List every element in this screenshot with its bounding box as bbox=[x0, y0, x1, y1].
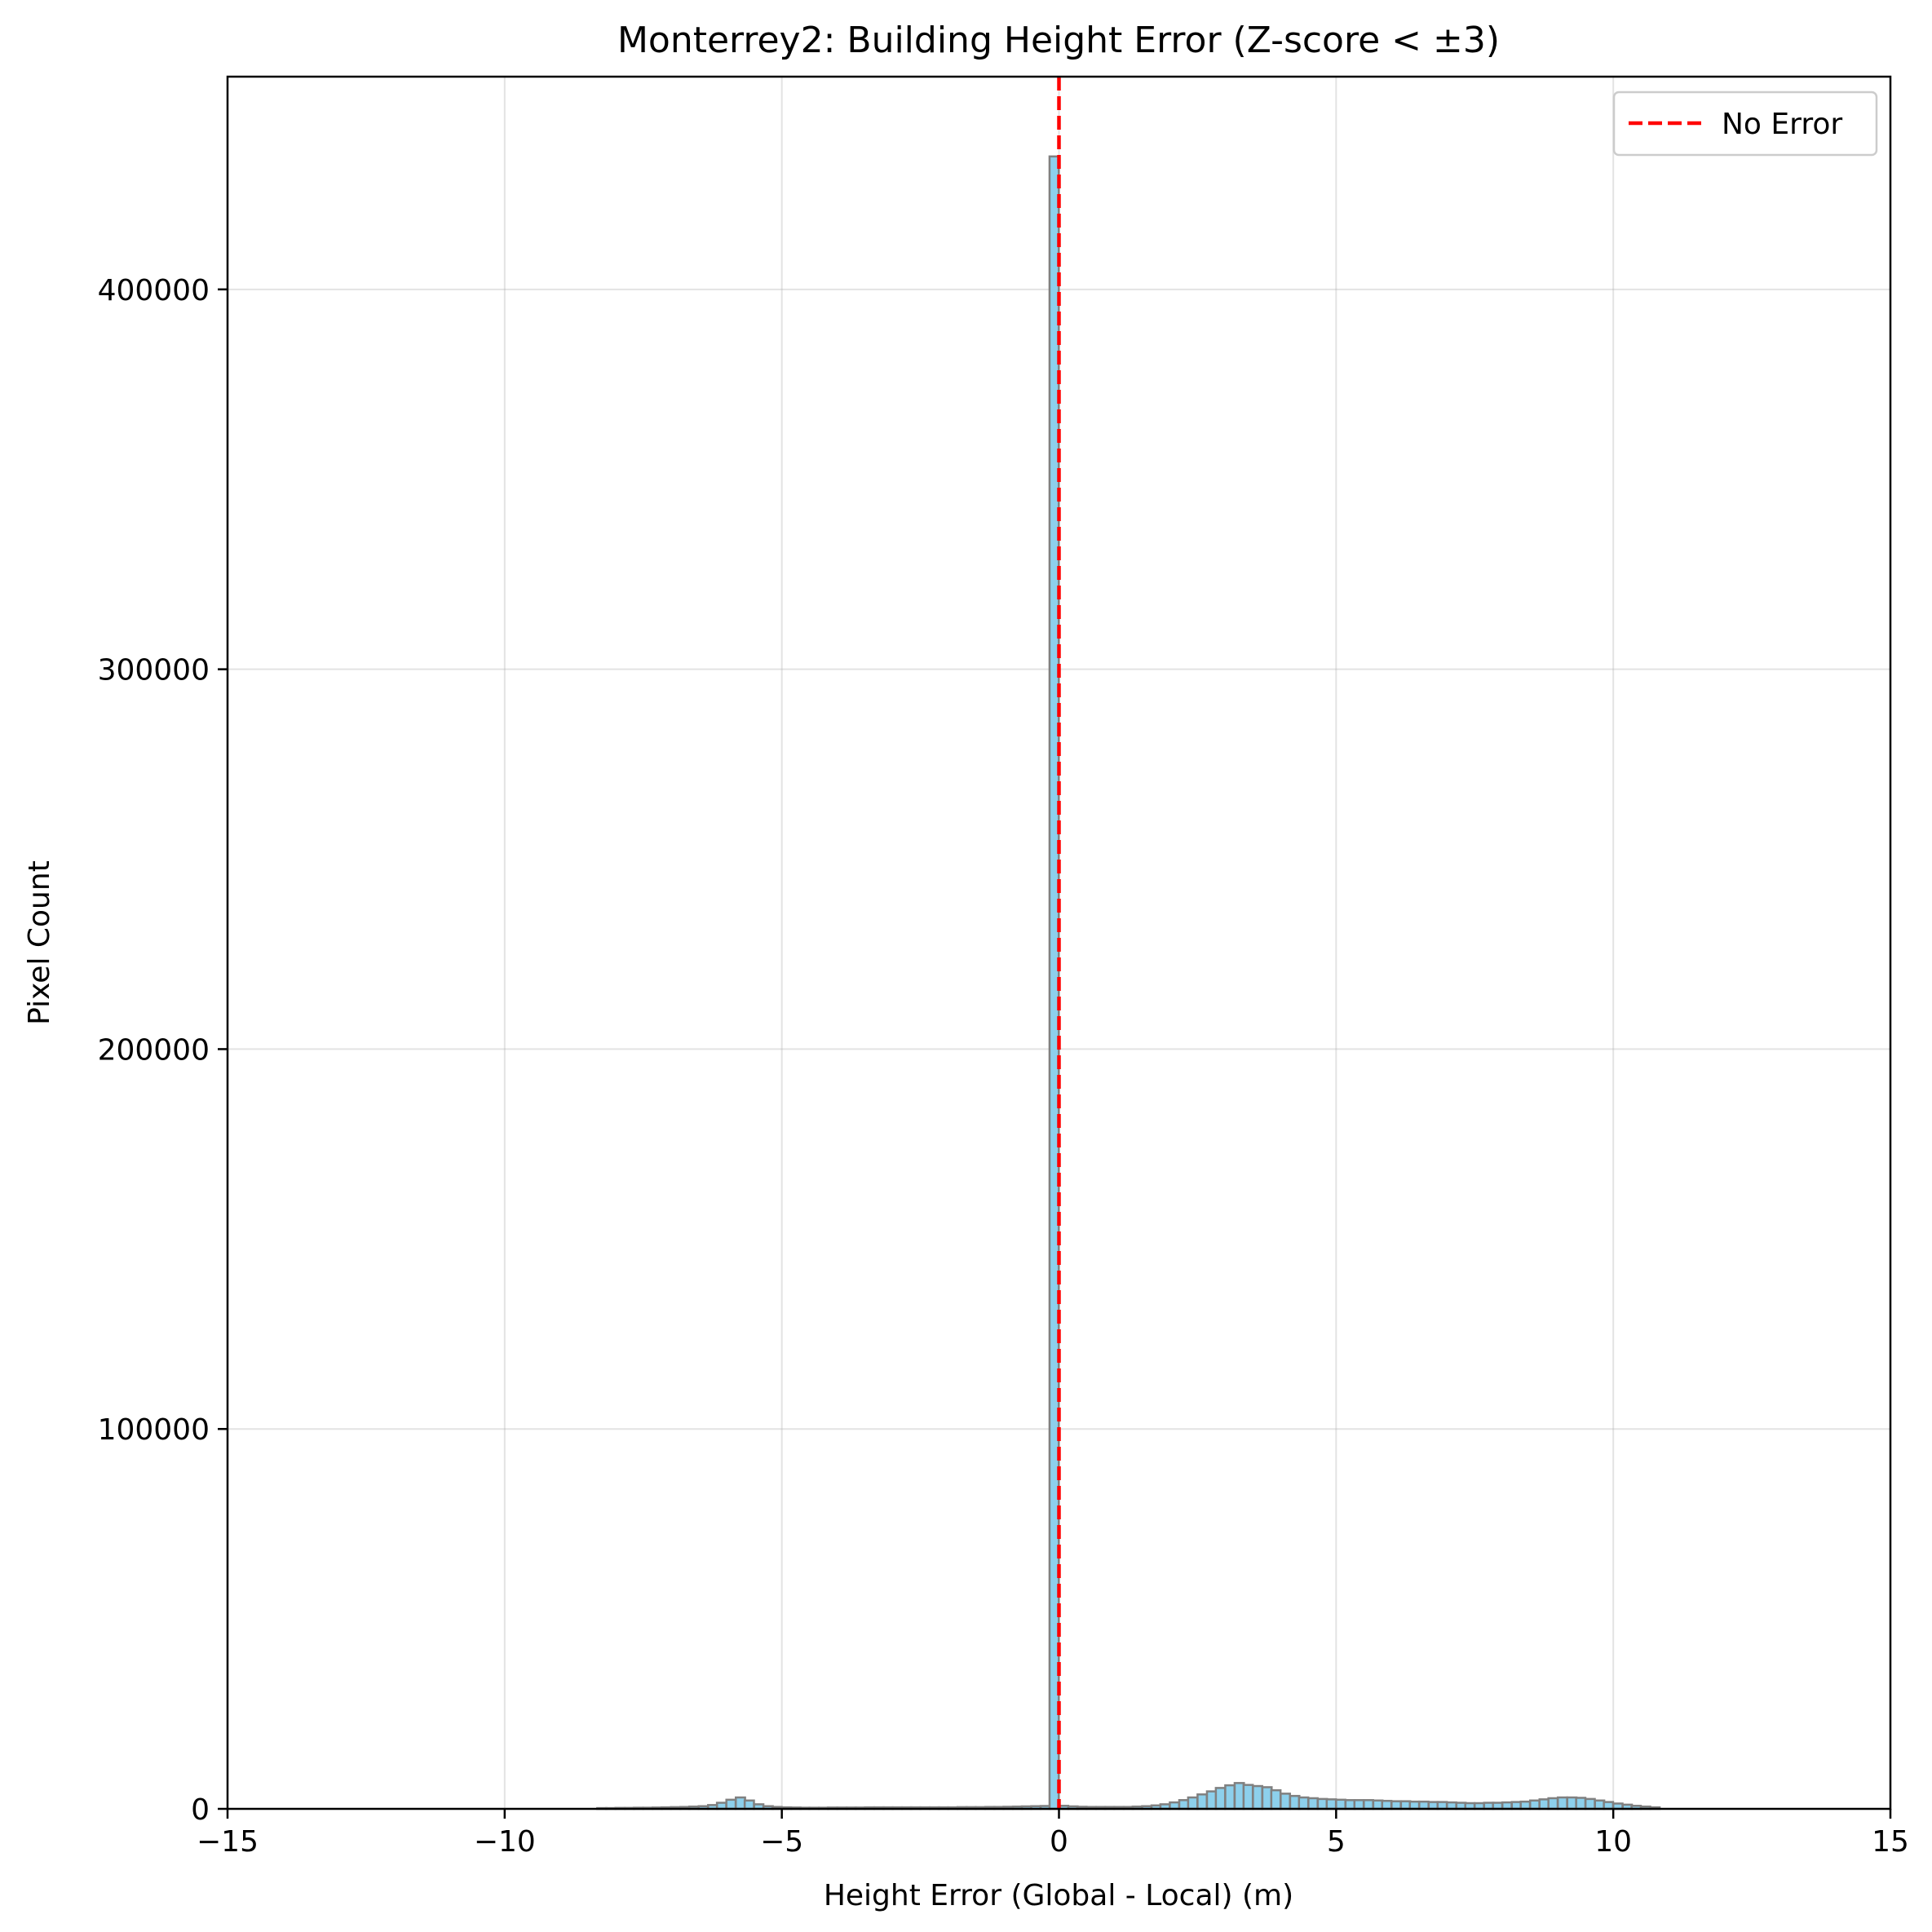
y-tick-label: 200000 bbox=[98, 1033, 210, 1067]
x-axis-ticks: −15 −10 −5 0 5 10 15 bbox=[197, 1809, 1909, 1859]
histogram-bar bbox=[1528, 1799, 1541, 1810]
histogram-bar bbox=[1298, 1796, 1310, 1810]
histogram-bar bbox=[1252, 1784, 1263, 1810]
histogram-bar bbox=[1547, 1797, 1559, 1810]
histogram-bar bbox=[1408, 1800, 1421, 1810]
histogram-bar bbox=[1603, 1801, 1615, 1810]
histogram-bar bbox=[1418, 1800, 1430, 1810]
histogram-bar bbox=[1381, 1799, 1393, 1810]
histogram-bar bbox=[1196, 1793, 1209, 1810]
histogram-bar bbox=[1187, 1796, 1199, 1810]
histogram-bar bbox=[725, 1798, 737, 1810]
histogram-bar bbox=[1335, 1798, 1346, 1810]
histogram-bar bbox=[1436, 1801, 1448, 1810]
x-tick-label: −15 bbox=[197, 1825, 259, 1859]
legend: No Error bbox=[1612, 91, 1878, 157]
x-tick-label: 0 bbox=[1050, 1825, 1068, 1859]
histogram-bar bbox=[1214, 1787, 1227, 1810]
histogram-bar bbox=[743, 1799, 755, 1810]
y-tick-label: 0 bbox=[191, 1793, 210, 1827]
x-tick-label: 5 bbox=[1327, 1825, 1346, 1859]
histogram-bar bbox=[1584, 1797, 1596, 1810]
x-tick-label: −10 bbox=[474, 1825, 536, 1859]
x-tick-label: 10 bbox=[1594, 1825, 1632, 1859]
histogram-bar bbox=[1353, 1799, 1365, 1810]
histogram-bar bbox=[1363, 1799, 1374, 1810]
histogram-bar bbox=[1575, 1797, 1587, 1810]
legend-label-no-error: No Error bbox=[1722, 108, 1842, 141]
chart-title: Monterrey2: Building Height Error (Z-sco… bbox=[617, 20, 1500, 61]
x-axis-label: Height Error (Global - Local) (m) bbox=[824, 1879, 1293, 1912]
histogram-bar bbox=[1519, 1800, 1532, 1810]
y-axis-label: Pixel Count bbox=[23, 860, 56, 1025]
histogram-bar bbox=[1280, 1793, 1291, 1810]
histogram-bar bbox=[1242, 1784, 1254, 1810]
x-tick-label: 15 bbox=[1872, 1825, 1909, 1859]
histogram-bar bbox=[1325, 1798, 1337, 1810]
histogram-bar bbox=[1390, 1800, 1402, 1810]
x-tick-label: −5 bbox=[760, 1825, 803, 1859]
y-tick-label: 400000 bbox=[98, 274, 210, 307]
y-axis-ticks: 0 100000 200000 300000 400000 bbox=[98, 274, 228, 1827]
legend-box bbox=[1612, 91, 1878, 157]
histogram-bar bbox=[1224, 1784, 1236, 1810]
histogram-bar bbox=[1270, 1788, 1282, 1810]
histogram-bar bbox=[1307, 1797, 1319, 1810]
y-tick-label: 100000 bbox=[98, 1413, 210, 1447]
y-tick-label: 300000 bbox=[98, 654, 210, 687]
histogram-bar bbox=[1556, 1796, 1568, 1810]
